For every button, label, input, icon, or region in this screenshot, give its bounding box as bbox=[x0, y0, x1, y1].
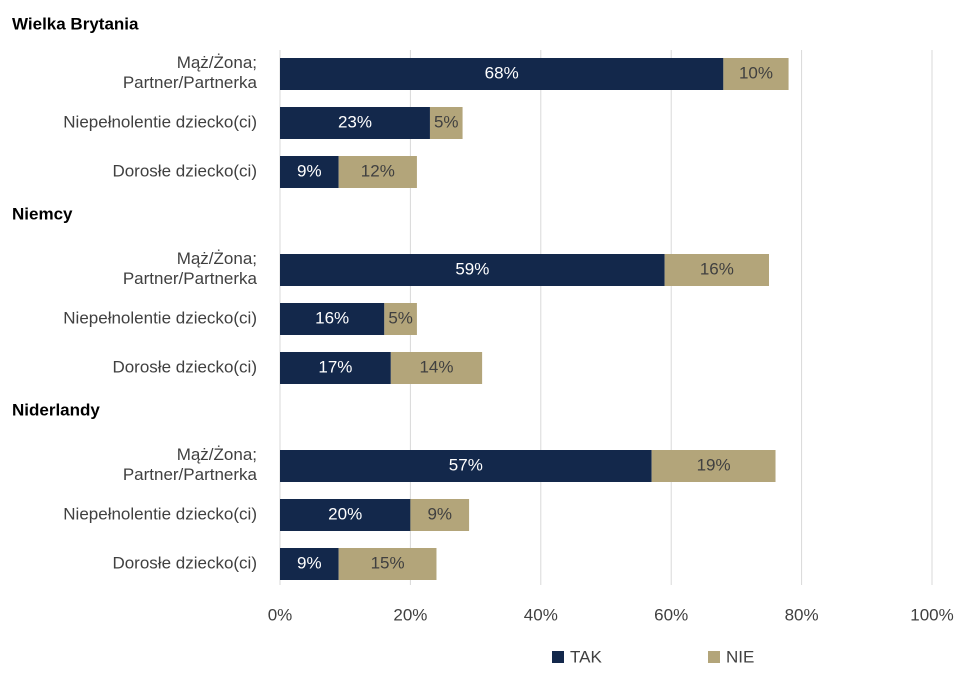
bar-segment bbox=[664, 254, 769, 286]
bar-segment bbox=[280, 548, 339, 580]
value-label: 16% bbox=[315, 308, 349, 327]
bar-segment bbox=[280, 499, 411, 531]
value-label: 17% bbox=[318, 357, 352, 376]
legend-label: NIE bbox=[726, 647, 754, 666]
value-label: 15% bbox=[371, 553, 405, 572]
x-tick-label: 80% bbox=[785, 605, 819, 624]
y-tick-label: Mąż/Żona; Partner/Partnerka bbox=[123, 445, 258, 484]
y-tick-label: Niepełnolentie dziecko(ci) bbox=[63, 112, 257, 131]
value-label: 19% bbox=[697, 455, 731, 474]
legend-label: TAK bbox=[570, 647, 602, 666]
value-label: 9% bbox=[297, 553, 322, 572]
bar-segment bbox=[338, 156, 417, 188]
y-tick-label: Niepełnolentie dziecko(ci) bbox=[63, 308, 257, 327]
y-tick-label: Dorosłe dziecko(ci) bbox=[112, 357, 257, 376]
value-label: 57% bbox=[449, 455, 483, 474]
bar-segment bbox=[280, 254, 665, 286]
value-label: 16% bbox=[700, 259, 734, 278]
value-label: 12% bbox=[361, 161, 395, 180]
bar-segment bbox=[280, 156, 339, 188]
x-tick-label: 40% bbox=[524, 605, 558, 624]
value-label: 9% bbox=[427, 504, 452, 523]
bar-segment bbox=[280, 107, 430, 139]
y-tick-label: Dorosłe dziecko(ci) bbox=[112, 553, 257, 572]
bar-segment bbox=[651, 450, 776, 482]
value-label: 10% bbox=[739, 63, 773, 82]
value-label: 14% bbox=[419, 357, 453, 376]
value-label: 68% bbox=[485, 63, 519, 82]
value-label: 20% bbox=[328, 504, 362, 523]
x-tick-label: 20% bbox=[393, 605, 427, 624]
bar-segment bbox=[280, 303, 385, 335]
group-label: Niemcy bbox=[12, 204, 73, 223]
y-tick-label: Dorosłe dziecko(ci) bbox=[112, 161, 257, 180]
value-label: 5% bbox=[434, 112, 459, 131]
legend-swatch bbox=[552, 651, 564, 663]
bar-segment bbox=[280, 58, 724, 90]
x-tick-label: 0% bbox=[268, 605, 293, 624]
y-tick-label: Mąż/Żona; Partner/Partnerka bbox=[123, 53, 258, 92]
bar-segment bbox=[390, 352, 483, 384]
value-label: 23% bbox=[338, 112, 372, 131]
group-label: Wielka Brytania bbox=[12, 14, 139, 33]
group-label: Niderlandy bbox=[12, 400, 100, 419]
bar-segment bbox=[410, 499, 470, 531]
y-tick-label: Mąż/Żona; Partner/Partnerka bbox=[123, 249, 258, 288]
x-tick-label: 100% bbox=[910, 605, 953, 624]
legend-swatch bbox=[708, 651, 720, 663]
bar-segment bbox=[384, 303, 417, 335]
x-tick-label: 60% bbox=[654, 605, 688, 624]
value-label: 59% bbox=[455, 259, 489, 278]
y-tick-label: Niepełnolentie dziecko(ci) bbox=[63, 504, 257, 523]
value-label: 9% bbox=[297, 161, 322, 180]
value-label: 5% bbox=[388, 308, 413, 327]
bar-segment bbox=[280, 352, 391, 384]
bar-segment bbox=[723, 58, 789, 90]
bar-segment bbox=[280, 450, 652, 482]
bar-segment bbox=[338, 548, 437, 580]
bar-segment bbox=[429, 107, 463, 139]
